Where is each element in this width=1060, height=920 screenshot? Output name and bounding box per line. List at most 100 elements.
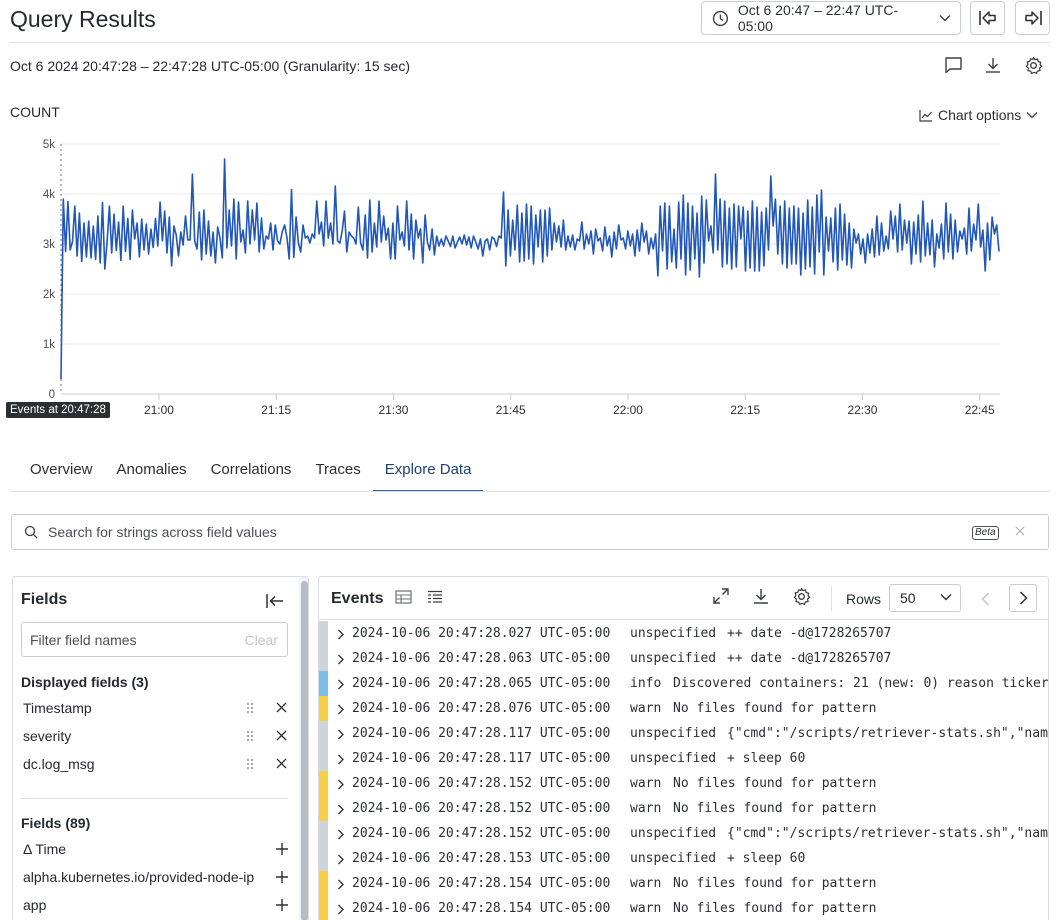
tab-correlations[interactable]: Correlations xyxy=(210,461,292,478)
event-row[interactable]: 2024-10-06 20:47:28.153 UTC-05:00 unspeci… xyxy=(319,846,1048,871)
chevron-down-icon xyxy=(939,15,951,22)
event-severity: warn xyxy=(630,901,662,916)
field-item-provided-node-ip[interactable]: alpha.kubernetes.io/provided-node-ip xyxy=(23,867,288,889)
event-message: ++ date -d@1728265707 xyxy=(727,626,892,641)
chevron-right-icon[interactable] xyxy=(337,729,345,740)
event-row[interactable]: 2024-10-06 20:47:28.117 UTC-05:00 unspeci… xyxy=(319,721,1048,746)
fields-panel: Fields Clear Displayed fields (3) Timest… xyxy=(12,576,309,920)
previous-page-button[interactable] xyxy=(972,586,998,612)
count-timeseries-chart[interactable]: 0 1k 2k 3k 4k 5k 21:00 21:15 21:30 21:45 22:00 22:… xyxy=(0,130,1060,420)
tab-overview[interactable]: Overview xyxy=(30,461,93,478)
hover-timestamp-tooltip: Events at 20:47:28 xyxy=(6,402,110,418)
gear-icon[interactable] xyxy=(792,587,811,606)
field-label: app xyxy=(23,897,47,913)
header-divider xyxy=(10,42,1050,43)
chevron-right-icon xyxy=(1019,591,1028,605)
fields-scrollbar-thumb[interactable] xyxy=(301,581,308,920)
event-message: No files found for pattern xyxy=(673,876,877,891)
result-tabs: Overview Anomalies Correlations Traces E… xyxy=(18,452,484,492)
chevron-right-icon[interactable] xyxy=(337,679,345,690)
tab-explore-data[interactable]: Explore Data xyxy=(372,452,484,492)
event-row[interactable]: 2024-10-06 20:47:28.154 UTC-05:00 warn No … xyxy=(319,896,1048,920)
expand-icon[interactable] xyxy=(712,587,730,605)
event-severity: unspecified xyxy=(630,626,717,641)
plus-icon[interactable] xyxy=(275,870,289,884)
list-view-icon[interactable] xyxy=(427,589,443,605)
close-icon[interactable] xyxy=(1013,524,1027,538)
chevron-right-icon[interactable] xyxy=(337,704,345,715)
event-row[interactable]: 2024-10-06 20:47:28.154 UTC-05:00 warn No … xyxy=(319,871,1048,896)
chevron-right-icon[interactable] xyxy=(337,829,345,840)
search-input[interactable] xyxy=(46,523,926,541)
drag-handle-icon[interactable] xyxy=(245,728,255,744)
rows-per-page-select[interactable]: 50 xyxy=(889,584,961,612)
gear-icon xyxy=(1025,56,1042,74)
chevron-right-icon[interactable] xyxy=(337,854,345,865)
chevron-right-icon[interactable] xyxy=(337,654,345,665)
tab-anomalies[interactable]: Anomalies xyxy=(116,461,187,478)
chevron-right-icon[interactable] xyxy=(337,779,345,790)
shift-time-forward-button[interactable] xyxy=(1015,1,1050,35)
table-view-icon[interactable] xyxy=(395,589,412,605)
field-label: Timestamp xyxy=(23,700,92,716)
collapse-fields-button[interactable] xyxy=(263,590,287,612)
query-time-summary: Oct 6 2024 20:47:28 – 22:47:28 UTC-05:00… xyxy=(10,58,411,74)
chevron-right-icon[interactable] xyxy=(337,629,345,640)
chevron-right-icon[interactable] xyxy=(337,904,345,915)
field-item-app[interactable]: app xyxy=(23,895,288,917)
event-row[interactable]: 2024-10-06 20:47:28.063 UTC-05:00 unspeci… xyxy=(319,646,1048,671)
severity-indicator xyxy=(319,746,328,771)
download-button[interactable] xyxy=(980,52,1006,78)
event-row[interactable]: 2024-10-06 20:47:28.027 UTC-05:00 unspeci… xyxy=(319,621,1048,646)
arrow-left-bar-icon xyxy=(978,11,996,25)
event-row[interactable]: 2024-10-06 20:47:28.152 UTC-05:00 unspeci… xyxy=(319,821,1049,846)
next-page-button[interactable] xyxy=(1009,584,1037,612)
chevron-right-icon[interactable] xyxy=(337,804,345,815)
severity-indicator xyxy=(319,796,328,821)
event-message: {"cmd":"/scripts/retriever-stats.sh","na… xyxy=(727,826,1049,841)
event-timestamp: 2024-10-06 20:47:28.063 UTC-05:00 xyxy=(352,651,611,666)
field-item-time[interactable]: Δ Time xyxy=(23,839,288,861)
drag-handle-icon[interactable] xyxy=(245,700,255,716)
shift-time-back-button[interactable] xyxy=(970,1,1005,35)
settings-button[interactable] xyxy=(1020,52,1046,78)
comment-button[interactable] xyxy=(940,52,966,78)
filter-field-input[interactable] xyxy=(22,623,222,656)
remove-field-icon[interactable] xyxy=(275,757,288,770)
events-toolbar: Events Rows 50 xyxy=(319,577,1048,620)
count-series-line xyxy=(60,158,1000,380)
chevron-right-icon[interactable] xyxy=(337,754,345,765)
event-row[interactable]: 2024-10-06 20:47:28.152 UTC-05:00 warn No … xyxy=(319,771,1048,796)
tab-traces[interactable]: Traces xyxy=(315,461,361,478)
events-list: 2024-10-06 20:47:28.027 UTC-05:00 unspeci… xyxy=(319,621,1049,920)
event-row[interactable]: 2024-10-06 20:47:28.065 UTC-05:00 info Dis… xyxy=(319,671,1048,696)
plus-icon[interactable] xyxy=(275,842,289,856)
event-timestamp: 2024-10-06 20:47:28.117 UTC-05:00 xyxy=(352,751,611,766)
event-severity: unspecified xyxy=(630,851,717,866)
y-tick-label: 3k xyxy=(43,239,55,251)
remove-field-icon[interactable] xyxy=(275,729,288,742)
severity-indicator xyxy=(319,621,328,646)
y-tick-label: 5k xyxy=(43,139,55,151)
download-icon[interactable] xyxy=(752,587,770,605)
remove-field-icon[interactable] xyxy=(275,701,288,714)
event-row[interactable]: 2024-10-06 20:47:28.152 UTC-05:00 warn No … xyxy=(319,796,1048,821)
displayed-field-severity[interactable]: severity xyxy=(23,726,288,748)
y-tick-label: 1k xyxy=(43,339,55,351)
chevron-right-icon[interactable] xyxy=(337,879,345,890)
event-row[interactable]: 2024-10-06 20:47:28.076 UTC-05:00 warn No … xyxy=(319,696,1048,721)
beta-badge: Beta xyxy=(972,526,999,540)
drag-handle-icon[interactable] xyxy=(245,756,255,772)
event-row[interactable]: 2024-10-06 20:47:28.117 UTC-05:00 unspeci… xyxy=(319,746,1048,771)
displayed-field-timestamp[interactable]: Timestamp xyxy=(23,698,288,720)
toolbar-divider xyxy=(831,586,832,611)
chevron-left-icon xyxy=(980,592,989,606)
event-severity: warn xyxy=(630,876,662,891)
time-range-picker[interactable]: Oct 6 20:47 – 22:47 UTC-05:00 xyxy=(701,1,961,35)
displayed-field-dc-log-msg[interactable]: dc.log_msg xyxy=(23,754,288,776)
filter-clear-button[interactable]: Clear xyxy=(244,632,278,648)
event-message: No files found for pattern xyxy=(673,901,877,916)
chart-options-button[interactable]: Chart options xyxy=(919,107,1038,123)
event-severity: warn xyxy=(630,776,662,791)
plus-icon[interactable] xyxy=(275,898,289,912)
